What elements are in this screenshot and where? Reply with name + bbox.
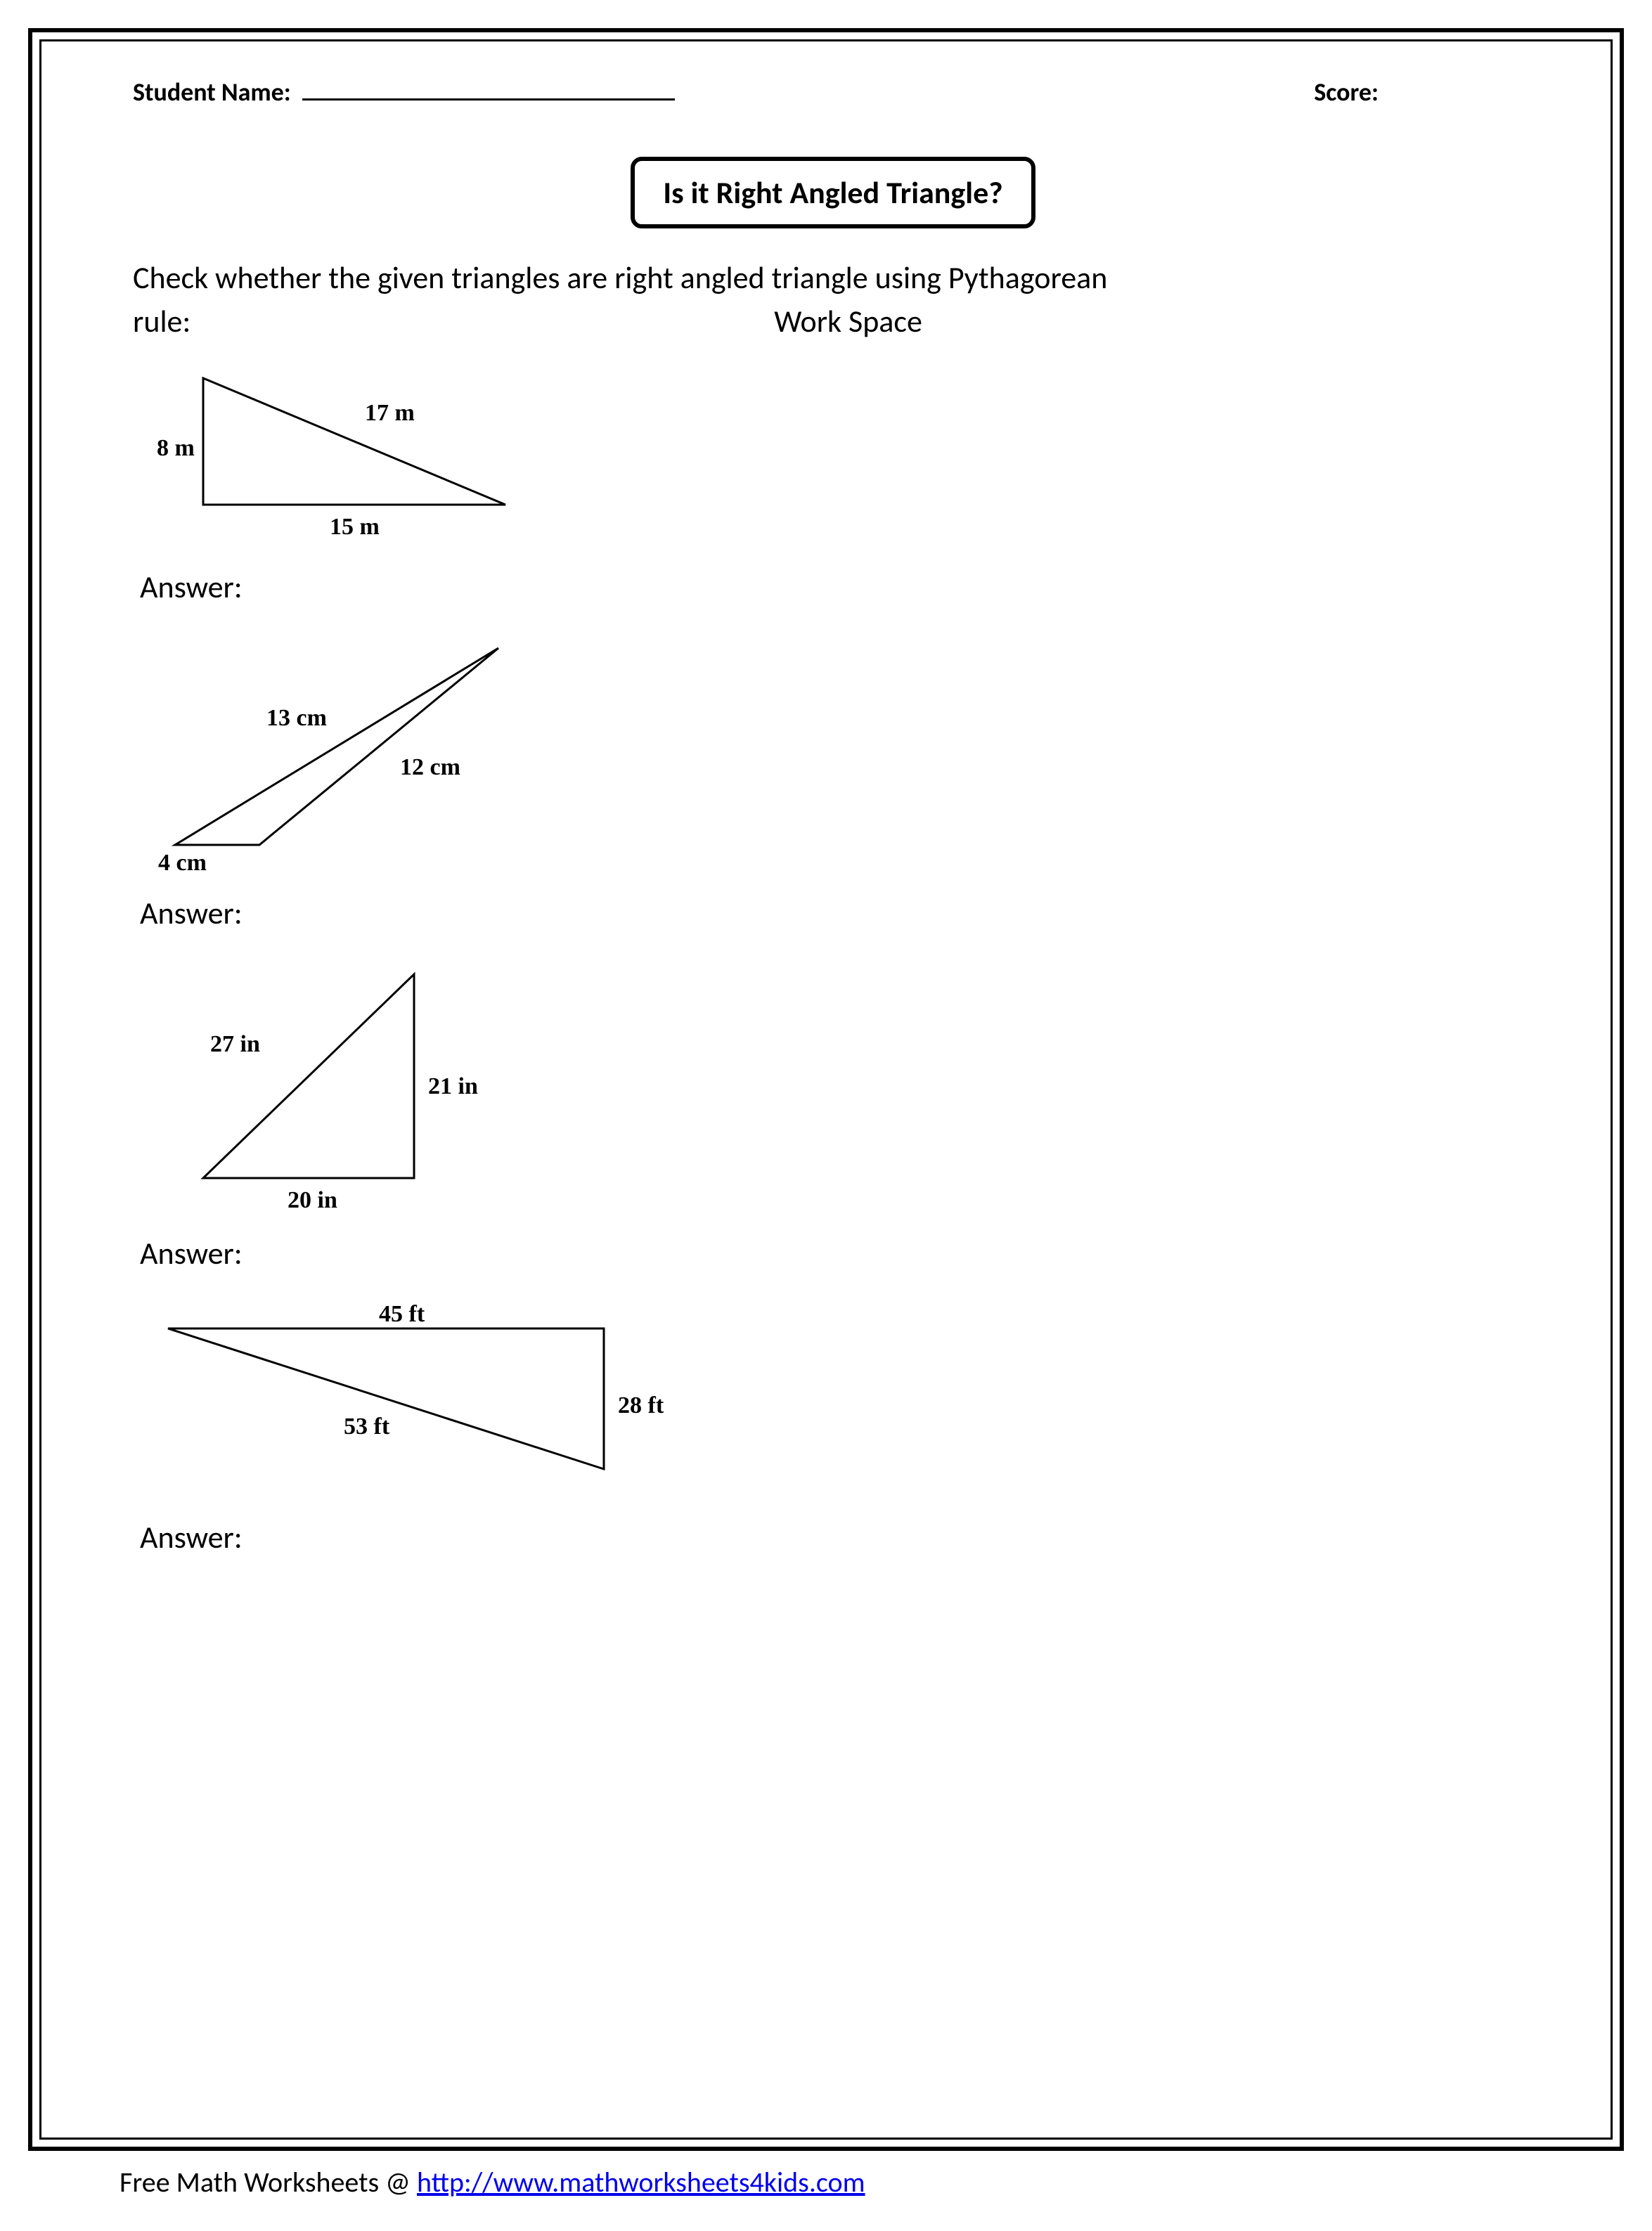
problem-4: 45 ft 28 ft 53 ft Answer:: [133, 1300, 1533, 1556]
side-label: 28 ft: [618, 1392, 664, 1418]
footer-text: Free Math Worksheets @: [120, 2165, 417, 2199]
side-label: 13 cm: [266, 705, 327, 731]
instructions-line2: rule:: [133, 302, 191, 340]
side-label: 53 ft: [344, 1414, 390, 1440]
side-label: 12 cm: [400, 754, 460, 780]
triangle-diagram-1: 8 m 17 m 15 m: [147, 364, 541, 547]
student-name-label: Student Name:: [133, 77, 291, 108]
answer-label-2: Answer:: [140, 894, 1533, 932]
problem-1: 8 m 17 m 15 m Answer:: [133, 364, 1533, 606]
triangle-diagram-2: 13 cm 12 cm 4 cm: [147, 634, 555, 873]
problem-3: 27 in 21 in 20 in Answer:: [133, 960, 1533, 1272]
worksheet-title: Is it Right Angled Triangle?: [631, 157, 1035, 228]
instructions-line1: Check whether the given triangles are ri…: [133, 259, 1107, 297]
triangle-shape: [203, 974, 414, 1178]
answer-label-3: Answer:: [140, 1234, 1533, 1272]
side-label: 27 in: [210, 1031, 260, 1057]
side-label: 8 m: [157, 435, 195, 461]
inner-border: Student Name: Score: Is it Right Angled …: [39, 39, 1613, 2140]
name-blank-line[interactable]: [302, 98, 675, 101]
footer-link[interactable]: http://www.mathworksheets4kids.com: [417, 2165, 865, 2199]
triangle-diagram-4: 45 ft 28 ft 53 ft: [147, 1300, 695, 1497]
problems-container: 8 m17 m15 mAnswer:13 cm12 cm4 cmAnswer:2…: [133, 364, 1533, 1556]
problem-2: 13 cm 12 cm 4 cm Answer:: [133, 634, 1533, 932]
side-label: 21 in: [428, 1073, 478, 1099]
answer-label-4: Answer:: [140, 1518, 1533, 1556]
side-label: 20 in: [288, 1187, 337, 1213]
student-name-field: Student Name:: [133, 77, 675, 108]
triangle-diagram-3: 27 in 21 in 20 in: [147, 960, 512, 1213]
side-label: 17 m: [365, 400, 415, 426]
score-label: Score:: [1314, 77, 1379, 108]
answer-label-1: Answer:: [140, 568, 1533, 606]
instructions: Check whether the given triangles are ri…: [133, 257, 1533, 343]
footer: Free Math Worksheets @ http://www.mathwo…: [120, 2165, 1624, 2199]
side-label: 4 cm: [158, 850, 207, 873]
triangle-shape: [175, 648, 498, 845]
title-container: Is it Right Angled Triangle?: [133, 157, 1533, 228]
side-label: 15 m: [330, 514, 380, 540]
triangle-shape: [203, 378, 505, 505]
outer-border: Student Name: Score: Is it Right Angled …: [28, 28, 1624, 2151]
workspace-label: Work Space: [774, 300, 922, 344]
side-label: 45 ft: [379, 1301, 425, 1327]
triangle-shape: [168, 1328, 604, 1469]
header-row: Student Name: Score:: [133, 77, 1533, 108]
